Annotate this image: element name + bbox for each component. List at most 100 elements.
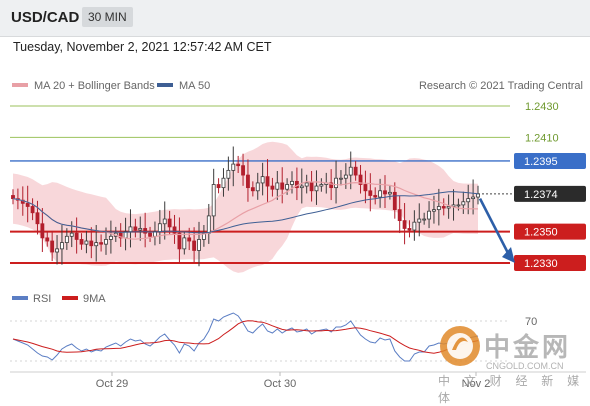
candle-body xyxy=(314,185,319,192)
candle-body xyxy=(285,184,290,190)
candle-body xyxy=(148,232,152,237)
candle-body xyxy=(187,237,192,242)
watermark: 中金网 CNGOLD.COM.CN 中 文 财 经 新 媒 体 xyxy=(438,322,588,405)
candle-body xyxy=(197,239,201,251)
ma20-legend-label: MA 20 + Bollinger Bands xyxy=(34,80,155,92)
watermark-subtitle: 中 文 财 经 新 媒 体 xyxy=(438,374,585,405)
candle-body xyxy=(236,163,241,167)
candle-body xyxy=(250,187,255,192)
forecast-arrow-head xyxy=(502,247,515,263)
candle-body xyxy=(392,191,397,211)
candle-body xyxy=(79,239,84,245)
candle-body xyxy=(363,184,368,192)
watermark-title: 中金网 xyxy=(484,333,572,363)
ma50-legend-swatch xyxy=(157,83,173,87)
candle-body xyxy=(99,242,104,245)
x-tick-label: Nov 2 xyxy=(462,378,491,390)
candle-body xyxy=(387,191,392,195)
candle-body xyxy=(74,232,79,240)
level-badge-1.2330 xyxy=(514,255,586,271)
candle-body xyxy=(319,184,324,187)
rsi-level-70-label: 70 xyxy=(525,316,537,328)
level-badge-1.2395 xyxy=(514,152,586,169)
candle-body xyxy=(177,232,182,250)
candle-body xyxy=(138,228,143,231)
candle-body xyxy=(402,220,407,229)
candle-body xyxy=(422,218,427,221)
timeframe-button[interactable]: 30 MIN xyxy=(82,7,133,27)
ma9-legend-label: 9MA xyxy=(83,293,106,305)
x-tick-label: Oct 29 xyxy=(96,378,128,390)
candle-body xyxy=(412,221,417,231)
candle-body xyxy=(40,223,45,239)
candle-body xyxy=(427,210,431,220)
candle-body xyxy=(246,174,250,189)
candle-body xyxy=(299,185,304,189)
ma20-legend-swatch xyxy=(12,83,28,87)
candle-body xyxy=(84,240,89,245)
candle-body xyxy=(35,212,40,225)
candle-body xyxy=(446,206,451,209)
candle-body xyxy=(45,237,50,242)
candle-body xyxy=(334,177,338,189)
candle-body xyxy=(397,209,402,222)
candle-body xyxy=(436,206,441,211)
candle-body xyxy=(182,237,187,250)
candle-body xyxy=(69,232,74,237)
candle-body xyxy=(206,215,211,234)
candle-body xyxy=(192,240,197,251)
candle-body xyxy=(466,198,471,203)
candle-body xyxy=(309,182,314,192)
bollinger-band xyxy=(13,141,478,273)
candle-body xyxy=(162,218,167,225)
candle-body xyxy=(471,196,476,200)
rsi-line xyxy=(12,312,479,362)
candle-body xyxy=(50,240,55,253)
candle-body xyxy=(226,169,231,179)
candle-body xyxy=(157,223,162,232)
candle-body xyxy=(270,185,275,190)
candle-body xyxy=(378,190,383,198)
level-label-1.2430: 1.2430 xyxy=(525,101,559,113)
candle-body xyxy=(89,240,94,247)
level-badge-1.2350 xyxy=(514,223,586,240)
candle-body xyxy=(25,202,30,207)
rsi-ma9-line xyxy=(12,320,479,354)
candle-body xyxy=(358,174,363,185)
candle-body xyxy=(241,165,245,176)
candle-body xyxy=(329,182,334,189)
candle-body xyxy=(221,177,226,189)
candle-body xyxy=(94,242,99,247)
x-tick-label: Oct 30 xyxy=(264,378,296,390)
candle-body xyxy=(64,235,69,243)
candle-body xyxy=(167,218,172,228)
chart-datetime: Tuesday, November 2, 2021 12:57:42 AM CE… xyxy=(13,40,272,54)
candle-body xyxy=(476,193,480,198)
watermark-site: CNGOLD.COM.CN xyxy=(486,361,564,371)
candle-body xyxy=(211,184,216,217)
ma50-line xyxy=(12,191,479,234)
candle-body xyxy=(260,176,265,184)
candle-body xyxy=(407,228,412,231)
rsi-legend-swatch xyxy=(12,296,28,300)
candle-body xyxy=(290,180,294,185)
candle-body xyxy=(104,239,108,245)
candle-body xyxy=(339,177,343,180)
candle-body xyxy=(133,226,138,231)
candle-body xyxy=(280,182,285,190)
candle-body xyxy=(441,206,446,209)
candle-body xyxy=(353,166,358,176)
candle-body xyxy=(108,235,113,240)
ma9-legend-swatch xyxy=(62,296,78,300)
candle-body xyxy=(343,174,348,179)
candle-body xyxy=(456,204,461,207)
current-price-label: 1.2374 xyxy=(524,189,558,201)
candle-body xyxy=(216,184,221,189)
candle-body xyxy=(143,228,148,234)
level-label-1.2350: 1.2350 xyxy=(524,227,558,239)
candle-body xyxy=(231,163,236,171)
level-label-1.2395: 1.2395 xyxy=(524,156,558,168)
candle-body xyxy=(172,226,177,234)
forecast-arrow-line xyxy=(478,198,511,256)
